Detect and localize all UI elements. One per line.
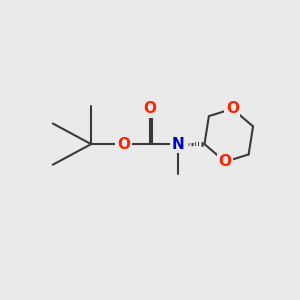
Text: N: N [172,136,184,152]
Text: O: O [219,154,232,169]
Text: O: O [117,136,130,152]
Text: O: O [226,101,239,116]
Text: O: O [143,101,157,116]
